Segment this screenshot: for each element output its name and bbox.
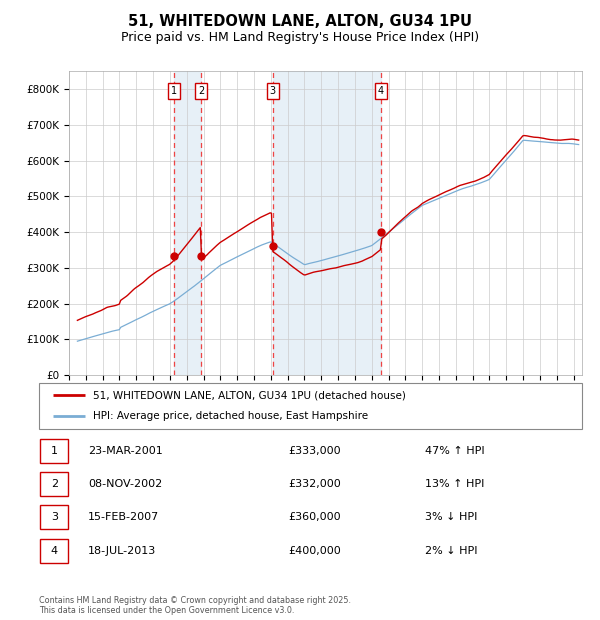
- Text: 3: 3: [270, 86, 276, 96]
- FancyBboxPatch shape: [40, 472, 68, 496]
- Text: Price paid vs. HM Land Registry's House Price Index (HPI): Price paid vs. HM Land Registry's House …: [121, 31, 479, 43]
- Text: 4: 4: [50, 546, 58, 556]
- Text: 13% ↑ HPI: 13% ↑ HPI: [425, 479, 484, 489]
- Text: 1: 1: [51, 446, 58, 456]
- Text: 2: 2: [198, 86, 205, 96]
- Text: £332,000: £332,000: [289, 479, 341, 489]
- Bar: [174, 71, 201, 375]
- Text: 3% ↓ HPI: 3% ↓ HPI: [425, 512, 477, 522]
- Text: 47% ↑ HPI: 47% ↑ HPI: [425, 446, 484, 456]
- Text: 4: 4: [378, 86, 384, 96]
- Text: HPI: Average price, detached house, East Hampshire: HPI: Average price, detached house, East…: [94, 412, 368, 422]
- Text: 2% ↓ HPI: 2% ↓ HPI: [425, 546, 477, 556]
- FancyBboxPatch shape: [39, 383, 582, 429]
- Text: 2: 2: [50, 479, 58, 489]
- FancyBboxPatch shape: [40, 505, 68, 529]
- Text: 3: 3: [51, 512, 58, 522]
- FancyBboxPatch shape: [40, 539, 68, 562]
- Text: £333,000: £333,000: [289, 446, 341, 456]
- FancyBboxPatch shape: [40, 439, 68, 463]
- Text: 15-FEB-2007: 15-FEB-2007: [88, 512, 159, 522]
- Text: Contains HM Land Registry data © Crown copyright and database right 2025.
This d: Contains HM Land Registry data © Crown c…: [39, 596, 351, 615]
- Bar: [273, 71, 381, 375]
- Text: 08-NOV-2002: 08-NOV-2002: [88, 479, 162, 489]
- Text: 51, WHITEDOWN LANE, ALTON, GU34 1PU: 51, WHITEDOWN LANE, ALTON, GU34 1PU: [128, 14, 472, 29]
- Text: 51, WHITEDOWN LANE, ALTON, GU34 1PU (detached house): 51, WHITEDOWN LANE, ALTON, GU34 1PU (det…: [94, 390, 406, 400]
- Text: £360,000: £360,000: [289, 512, 341, 522]
- Text: 18-JUL-2013: 18-JUL-2013: [88, 546, 156, 556]
- Text: £400,000: £400,000: [289, 546, 341, 556]
- Text: 1: 1: [171, 86, 177, 96]
- Text: 23-MAR-2001: 23-MAR-2001: [88, 446, 163, 456]
